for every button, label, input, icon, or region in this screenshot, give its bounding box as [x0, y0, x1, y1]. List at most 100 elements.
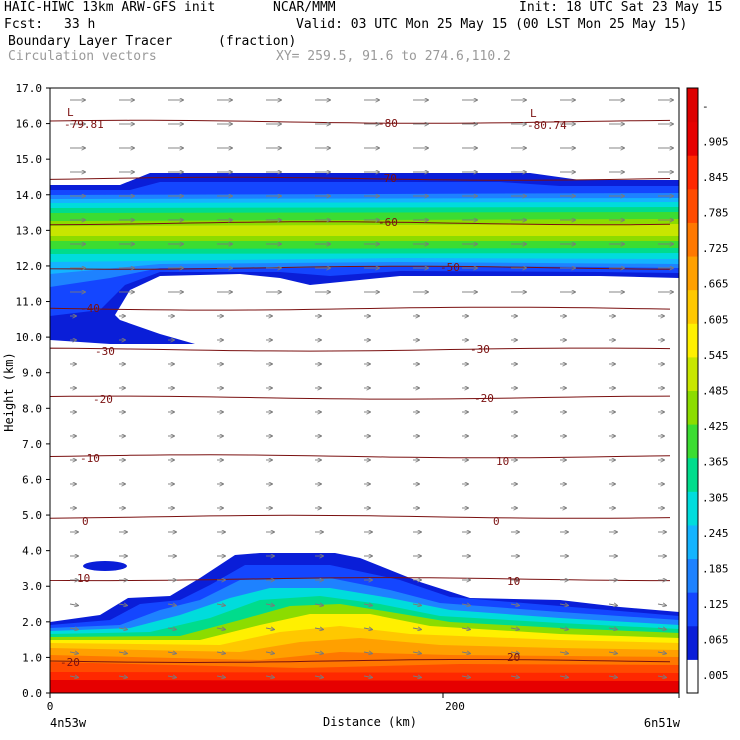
wind-vector [265, 676, 274, 678]
y-axis: 0.0 1.0 2.0 3.0 4.0 5.0 6.0 7.0 8.0 9.0 10.0 11.0 12… [16, 82, 50, 700]
colorbar-label: .305 [702, 491, 729, 504]
wind-vector [363, 604, 372, 606]
wind-vector [363, 652, 372, 654]
colorbar-label: .725 [702, 242, 729, 255]
isotherm-line [50, 395, 671, 400]
x-tick-label: 200 [445, 700, 465, 713]
colorbar-label: .905 [702, 135, 729, 148]
wind-vector [69, 652, 78, 654]
lower-patch [83, 561, 127, 571]
y-tick-label: 2.0 [22, 616, 42, 629]
y-tick-label: 5.0 [22, 509, 42, 522]
colorbar-label: - [702, 100, 709, 113]
contour-labels: -20 20 10 10 0 0 -10 10 -20 -20 -30 -30 … [60, 117, 520, 669]
colorbar-label: .425 [702, 420, 729, 433]
wind-vector [167, 628, 176, 630]
isotherm-line [50, 347, 671, 352]
y-tick-label: 7.0 [22, 438, 42, 451]
wind-vector [559, 628, 568, 630]
y-tick-label: 13.0 [16, 224, 43, 237]
y-tick-label: 15.0 [16, 153, 43, 166]
colorbar-label: .485 [702, 385, 729, 398]
colorbar-swatch [687, 155, 698, 190]
colorbar-label: .065 [702, 634, 729, 647]
contour-label: -70 [377, 172, 397, 185]
colorbar-label: .365 [702, 456, 729, 469]
wind-vector [118, 676, 127, 678]
colorbar-label: .665 [702, 278, 729, 291]
y-tick-label: 4.0 [22, 545, 42, 558]
wind-vector [69, 604, 78, 606]
wind-vector [657, 628, 666, 630]
contour-label: -60 [378, 216, 398, 229]
contour-label: 10 [496, 455, 509, 468]
y-tick-label: 1.0 [22, 651, 42, 664]
wind-vector [510, 652, 519, 654]
wind-vector [314, 652, 323, 654]
wind-vector [216, 628, 225, 630]
colorbar-swatch [687, 592, 698, 627]
wind-vector [510, 628, 519, 630]
lower-layer-band-13 [50, 680, 679, 693]
low-value: -80.74 [527, 119, 567, 132]
colorbar-swatch [687, 356, 698, 391]
contour-label: -20 [60, 656, 80, 669]
wind-vector [608, 628, 617, 630]
y-tick-label: 0.0 [22, 687, 42, 700]
colorbar-swatch [687, 457, 698, 492]
wind-vector [69, 628, 78, 630]
xsec-coords: XY= 259.5, 91.6 to 274.6,110.2 [276, 49, 511, 64]
wind-vector [559, 604, 568, 606]
colorbar-swatch [687, 524, 698, 560]
wind-vector [608, 652, 617, 654]
y-tick-label: 14.0 [16, 189, 43, 202]
wind-vector [461, 676, 470, 678]
contour-label: 20 [507, 651, 520, 664]
colorbar-label: .125 [702, 598, 729, 611]
plot-frame [49, 87, 680, 694]
colorbar-swatch [687, 88, 698, 123]
wind-vector [118, 604, 127, 606]
wind-vector [461, 652, 470, 654]
colorbar-label: .245 [702, 527, 729, 540]
low-symbol: L [67, 106, 74, 119]
wind-vector [510, 676, 519, 678]
y-axis-label: Height (km) [2, 352, 16, 431]
fcst-label: Fcst: [4, 17, 44, 32]
contour-label: -80 [378, 117, 398, 130]
contour-label: 0 [82, 515, 89, 528]
isotherm-line [50, 119, 671, 124]
contour-label: -20 [93, 393, 113, 406]
isotherm-line [50, 176, 671, 181]
contour-label: -30 [470, 343, 490, 356]
colorbar-label: .605 [702, 313, 729, 326]
colorbar-swatch [687, 390, 698, 425]
y-tick-label: 3.0 [22, 580, 42, 593]
wind-vector [118, 628, 127, 630]
low-value: -79.81 [64, 118, 104, 131]
contour-label: -10 [80, 452, 100, 465]
colorbar-label: .845 [702, 171, 729, 184]
wind-vector [314, 628, 323, 630]
field-units: (fraction) [218, 34, 297, 49]
wind-vector [412, 628, 421, 630]
x-end-left: 4n53w [50, 716, 87, 730]
upper-layer-band-9 [50, 224, 679, 236]
wind-vector [167, 604, 176, 606]
model-title: HAIC-HIWC 13km ARW-GFS init [4, 0, 216, 15]
wind-vector [559, 652, 568, 654]
wind-vector [167, 676, 176, 678]
wind-vector [412, 604, 421, 606]
wind-vector [314, 676, 323, 678]
wind-vector [363, 676, 372, 678]
wind-vector [118, 652, 127, 654]
low-markers: L -79.81 L -80.74 [64, 106, 567, 132]
contour-label: 10 [507, 575, 520, 588]
wind-vector [412, 652, 421, 654]
init-time: Init: 18 UTC Sat 23 May 15 [519, 0, 723, 15]
y-tick-label: 10.0 [16, 331, 43, 344]
y-tick-label: 6.0 [22, 473, 42, 486]
wind-vector [265, 652, 274, 654]
y-tick-label: 8.0 [22, 402, 42, 415]
wind-vector [608, 676, 617, 678]
